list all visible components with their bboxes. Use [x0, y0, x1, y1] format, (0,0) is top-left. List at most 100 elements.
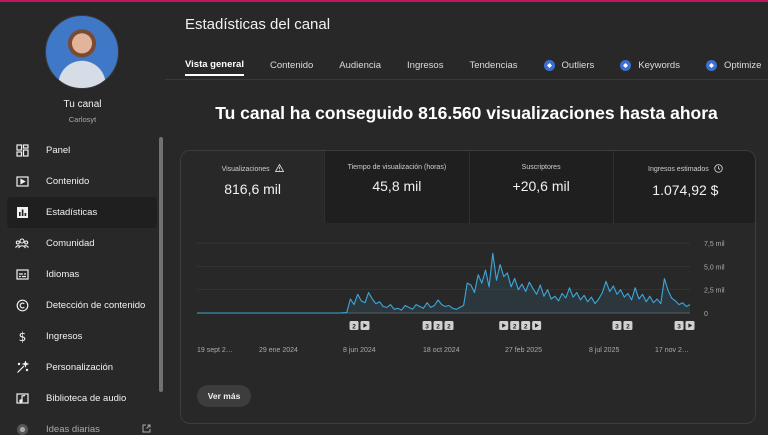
x-tick-label: 17 nov 2… [655, 347, 689, 354]
tab-label: Outliers [561, 59, 595, 71]
sidebar-item-idiomas[interactable]: Idiomas [7, 259, 157, 290]
sidebar-item-label: Panel [46, 145, 71, 156]
upload-marker [623, 321, 633, 330]
sidebar-nav: Panel Contenido Estadísticas Comunidad I… [7, 135, 157, 435]
x-tick-label: 8 jul 2025 [589, 347, 619, 354]
dollar-icon: $ [15, 330, 29, 344]
copyright-icon [15, 299, 29, 313]
y-tick-label: 7,5 mil [704, 241, 725, 248]
channel-title: Tu canal [63, 99, 102, 110]
x-tick-label: 19 sept 2… [197, 347, 233, 354]
marker-count: 3 [615, 324, 619, 331]
warning-icon [274, 163, 284, 174]
y-tick-label: 2,5 mil [704, 288, 725, 295]
sidebar-scrollbar[interactable] [159, 137, 163, 392]
marker-count: 2 [436, 324, 440, 331]
community-icon [15, 237, 29, 251]
top-accent-line [0, 0, 768, 2]
clock-icon [713, 164, 723, 175]
upload-marker [349, 321, 359, 330]
sidebar-item-label: Ingresos [46, 331, 83, 342]
sidebar-item-label: Estadísticas [46, 207, 98, 218]
sidebar-item-estadisticas[interactable]: Estadísticas [7, 197, 157, 228]
play-icon [363, 323, 368, 328]
sidebar-item-label: Personalización [46, 362, 114, 373]
main-content: Estadísticas del canal Vista general Con… [165, 2, 768, 435]
x-tick-label: 8 jun 2024 [343, 347, 376, 354]
upload-marker [521, 321, 531, 330]
tab-contenido[interactable]: Contenido [270, 54, 313, 76]
metric-watch-time[interactable]: Tiempo de visualización (horas) 45,8 mil [325, 151, 470, 223]
channel-avatar[interactable] [45, 15, 119, 89]
views-headline: Tu canal ha conseguido 816.560 visualiza… [215, 103, 718, 123]
metric-label: Ingresos estimados [648, 166, 709, 173]
sidebar-item-deteccion[interactable]: Detección de contenido [7, 290, 157, 321]
ideas-icon [15, 423, 29, 435]
extension-icon [620, 59, 632, 71]
tab-vista-general[interactable]: Vista general [185, 54, 244, 76]
metric-label: Suscriptores [521, 164, 561, 171]
tab-audiencia[interactable]: Audiencia [339, 54, 381, 76]
metric-value: 45,8 mil [372, 178, 422, 194]
tab-label: Tendencias [469, 59, 518, 71]
sidebar-item-label: Ideas diarias [46, 424, 100, 435]
marker-count: 2 [626, 324, 630, 331]
metric-value: +20,6 mil [512, 178, 570, 194]
metric-subscribers[interactable]: Suscriptores +20,6 mil [469, 151, 614, 223]
metric-views[interactable]: Visualizaciones 816,6 mil [181, 151, 326, 223]
sidebar-item-ingresos[interactable]: $ Ingresos [7, 321, 157, 352]
content-icon [15, 175, 29, 189]
sidebar-item-label: Detección de contenido [46, 300, 146, 311]
sidebar-item-label: Comunidad [46, 238, 95, 249]
y-tick-label: 5,0 mil [704, 264, 725, 271]
tab-optimize[interactable]: Optimize [705, 54, 762, 76]
page-title: Estadísticas del canal [185, 16, 331, 33]
play-icon [688, 323, 693, 328]
tab-bar: Vista general Contenido Audiencia Ingres… [185, 54, 768, 78]
metric-revenue[interactable]: Ingresos estimados 1.074,92 $ [613, 151, 755, 223]
tab-keywords[interactable]: Keywords [620, 54, 680, 76]
tab-label: Contenido [269, 59, 314, 71]
external-link-icon [142, 424, 151, 435]
see-more-button[interactable]: Ver más [197, 385, 251, 407]
extension-icon [543, 59, 555, 71]
x-tick-label: 29 ene 2024 [259, 347, 298, 354]
marker-count: 2 [524, 324, 528, 331]
analytics-icon [15, 206, 29, 220]
sidebar-item-label: Contenido [46, 176, 90, 187]
tab-label: Vista general [185, 58, 244, 70]
upload-marker [510, 321, 520, 330]
play-icon [535, 323, 539, 328]
metric-label: Tiempo de visualización (horas) [347, 164, 447, 171]
marker-count: 2 [447, 324, 451, 331]
tab-ingresos[interactable]: Ingresos [407, 54, 443, 76]
sidebar: Tu canal Carlosyt Panel Contenido Estadí… [0, 2, 165, 435]
subtitles-icon [15, 268, 29, 282]
sidebar-item-personalizacion[interactable]: Personalización [7, 352, 157, 383]
tab-outliers[interactable]: Outliers [543, 54, 595, 76]
tab-label: Optimize [723, 59, 762, 71]
sidebar-item-biblioteca-audio[interactable]: Biblioteca de audio [7, 383, 157, 414]
overview-card: Visualizaciones 816,6 mil Tiempo de visu… [180, 150, 756, 424]
marker-count: 3 [677, 324, 681, 331]
play-icon [502, 323, 506, 328]
tab-label: Ingresos [407, 59, 444, 71]
x-tick-label: 27 feb 2025 [505, 347, 542, 354]
tabs-divider [165, 79, 768, 80]
sidebar-item-ideas-diarias[interactable]: Ideas diarias [7, 414, 157, 435]
tab-tendencias[interactable]: Tendencias [469, 54, 517, 76]
x-tick-label: 18 oct 2024 [423, 347, 460, 354]
y-tick-label: 0 [704, 311, 708, 318]
sidebar-item-contenido[interactable]: Contenido [7, 166, 157, 197]
marker-count: 2 [513, 324, 517, 331]
magic-wand-icon [15, 361, 29, 375]
sidebar-item-comunidad[interactable]: Comunidad [7, 228, 157, 259]
metric-label: Visualizaciones [221, 165, 270, 173]
metric-value: 816,6 mil [224, 181, 282, 197]
sidebar-item-panel[interactable]: Panel [7, 135, 157, 166]
dashboard-icon [15, 144, 29, 158]
metrics-row: Visualizaciones 816,6 mil Tiempo de visu… [181, 151, 755, 223]
extension-icon [705, 59, 717, 71]
marker-count: 3 [425, 324, 429, 331]
